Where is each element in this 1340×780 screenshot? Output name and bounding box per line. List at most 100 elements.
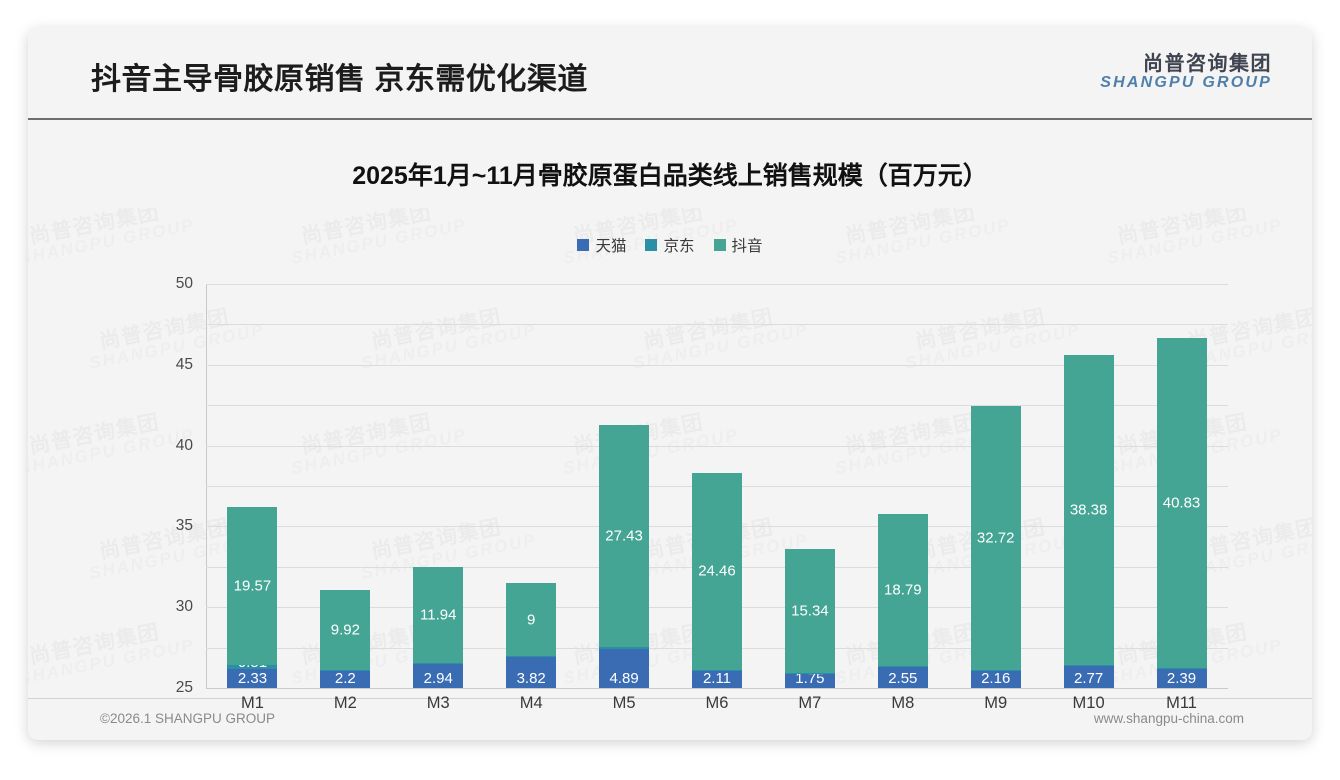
bar-segment-抖音[interactable]: 27.43	[599, 425, 650, 647]
brand-logo: 尚普咨询集团 SHANGPU GROUP	[1100, 54, 1272, 92]
bar-stack: 2.390.0540.83	[1156, 338, 1207, 688]
chart-title: 2025年1月~11月骨胶原蛋白品类线上销售规模（百万元）	[352, 162, 988, 190]
chart-container: 尚普咨询集团 SHANGPU GROUP 尚普咨询集团 SHANGPU GROUP 尚普…	[28, 208, 1312, 712]
bar-value-label: 19.57	[233, 577, 272, 595]
bar-segment-天猫[interactable]: 2.55	[877, 667, 928, 688]
bar-value-label: 15.34	[791, 602, 829, 620]
slide-canvas: 抖音主导骨胶原销售 京东需优化渠道 尚普咨询集团 SHANGPU GROUP 2…	[28, 28, 1312, 740]
x-axis-tick-label: M10	[1072, 694, 1105, 712]
bar-segment-天猫[interactable]: 2.94	[413, 664, 464, 688]
x-axis-tick-label: M4	[519, 694, 543, 712]
plot-area: 50454035302520151050 2.330.5119.572.20.0…	[176, 275, 1228, 696]
bar-value-label: 32.72	[976, 529, 1015, 547]
bar-segment-天猫[interactable]: 2.11	[691, 670, 742, 688]
bar-segment-天猫[interactable]: 2.39	[1156, 668, 1207, 688]
bar-value-label: 24.46	[698, 562, 736, 580]
bar-stack: 2.550.17 18.79	[877, 514, 928, 688]
legend-item-京东[interactable]: 京东	[645, 234, 695, 256]
bar-stack: 2.330.51 19.57	[227, 506, 278, 688]
bar-segment-抖音[interactable]: 19.57	[227, 506, 278, 666]
bar-segment-天猫[interactable]: 1.75	[784, 670, 835, 688]
x-axis-tick-label: M9	[984, 694, 1008, 712]
bar-column[interactable]: 1.750.1 15.34	[763, 284, 856, 688]
logo-chinese-text: 尚普咨询集团	[1143, 53, 1272, 75]
bar-value-label: 2.55	[888, 670, 918, 687]
bar-stack: 2.94 0.15 11.94	[413, 566, 464, 688]
bar-value-label: 9.92	[330, 621, 360, 639]
bar-segment-天猫[interactable]: 2.33	[227, 669, 278, 688]
legend-item-天猫[interactable]: 天猫	[577, 234, 626, 256]
bar-segment-抖音[interactable]: 40.83	[1156, 338, 1207, 669]
x-axis-tick-label: M1	[240, 694, 264, 712]
legend-swatch-icon	[645, 239, 658, 251]
x-axis-tick-label: M8	[891, 694, 915, 712]
y-axis-tick-label: 30	[175, 598, 193, 616]
bar-segment-京东[interactable]: 0.15	[413, 649, 464, 666]
bar-segment-天猫[interactable]: 2.2	[320, 670, 371, 688]
bar-column[interactable]: 2.550.17 18.79	[856, 284, 949, 688]
bar-segment-京东[interactable]: 0.17	[877, 652, 928, 669]
x-axis-tick-label: M2	[333, 694, 357, 712]
gridline: 40	[176, 364, 1228, 454]
bar-segment-京东[interactable]: 0.1	[784, 659, 835, 676]
slide-footer: ©2026.1 SHANGPU GROUP www.shangpu-china.…	[28, 698, 1312, 740]
bar-value-label: 38.38	[1069, 501, 1108, 519]
legend-label: 天猫	[595, 238, 627, 255]
bar-segment-京东[interactable]: 0.13	[506, 642, 557, 659]
gridline: 35	[176, 405, 1228, 534]
slide-header: 抖音主导骨胶原销售 京东需优化渠道 尚普咨询集团 SHANGPU GROUP	[28, 28, 1312, 120]
bar-stack: 2.770.0538.38	[1063, 355, 1114, 688]
bar-segment-抖音[interactable]: 9.92	[320, 589, 371, 670]
bar-segment-抖音[interactable]: 32.72	[970, 405, 1021, 671]
gridline: 30	[176, 445, 1228, 615]
x-axis-labels: M1 M2 M3 M4 M5 M6 M7 M8 M9 M10 M11	[206, 694, 1228, 713]
legend-item-抖音[interactable]: 抖音	[713, 234, 763, 256]
bar-segment-抖音[interactable]: 24.46	[691, 472, 742, 671]
bar-value-label: 27.43	[605, 527, 643, 545]
bar-value-label: 40.83	[1162, 494, 1201, 512]
bar-value-label: 2.39	[1166, 670, 1197, 687]
bar-segment-抖音[interactable]: 18.79	[877, 514, 928, 667]
bar-segment-京东[interactable]: 0.2	[599, 634, 650, 651]
bar-segment-京东[interactable]: 0.51	[227, 654, 278, 671]
bar-stack: 3.82 0.13 9	[506, 583, 557, 688]
bar-segment-抖音[interactable]: 11.94	[413, 566, 464, 664]
bar-column[interactable]: 3.82 0.13 9	[485, 284, 578, 688]
bar-stack: 1.750.1 15.34	[784, 549, 835, 688]
y-axis-tick-label: 40	[175, 436, 193, 454]
x-axis-tick-label: M3	[426, 694, 450, 712]
bar-column[interactable]: 2.390.0540.83	[1135, 284, 1228, 688]
footer-website: www.shangpu-china.com	[1093, 711, 1244, 726]
y-axis-tick-label: 45	[175, 355, 193, 373]
chart-legend: 天猫 京东 抖音	[28, 234, 1312, 256]
bar-stack: 2.160.0532.72	[970, 405, 1021, 688]
legend-label: 抖音	[731, 238, 763, 255]
y-axis-tick-label: 35	[175, 517, 193, 535]
bar-value-label: 2.94	[423, 670, 453, 687]
bar-segment-京东[interactable]: 0.1	[691, 656, 742, 673]
bar-column[interactable]: 2.770.0538.38	[1042, 284, 1135, 688]
legend-label: 京东	[663, 238, 695, 255]
bar-column[interactable]: 2.330.51 19.57	[206, 284, 299, 688]
bar-segment-抖音[interactable]: 9	[506, 583, 557, 657]
bar-segment-抖音[interactable]: 15.34	[784, 549, 835, 674]
bar-stack: 4.89 0.2 27.43	[599, 425, 650, 688]
legend-swatch-icon	[713, 239, 726, 251]
bar-segment-天猫[interactable]: 2.16	[970, 670, 1021, 688]
bar-segment-抖音[interactable]: 38.38	[1063, 355, 1114, 666]
x-axis-tick-label: M6	[705, 694, 729, 712]
gridline: 50	[176, 275, 1228, 292]
legend-swatch-icon	[577, 239, 590, 251]
bar-value-label: 18.79	[884, 581, 922, 599]
bar-column[interactable]: 2.94 0.15 11.94	[392, 284, 485, 688]
bar-segment-天猫[interactable]: 2.77	[1063, 665, 1114, 688]
bar-value-label: 2.16	[981, 670, 1011, 687]
bar-segment-天猫[interactable]: 4.89	[599, 648, 650, 688]
bar-segment-天猫[interactable]: 3.82	[506, 657, 557, 688]
bar-column[interactable]: 2.160.0532.72	[949, 284, 1042, 688]
bar-column[interactable]: 2.20.049.92	[299, 284, 392, 688]
bar-column[interactable]: 4.89 0.2 27.43	[578, 284, 671, 688]
bar-column[interactable]: 2.110.1 24.46	[671, 284, 764, 688]
